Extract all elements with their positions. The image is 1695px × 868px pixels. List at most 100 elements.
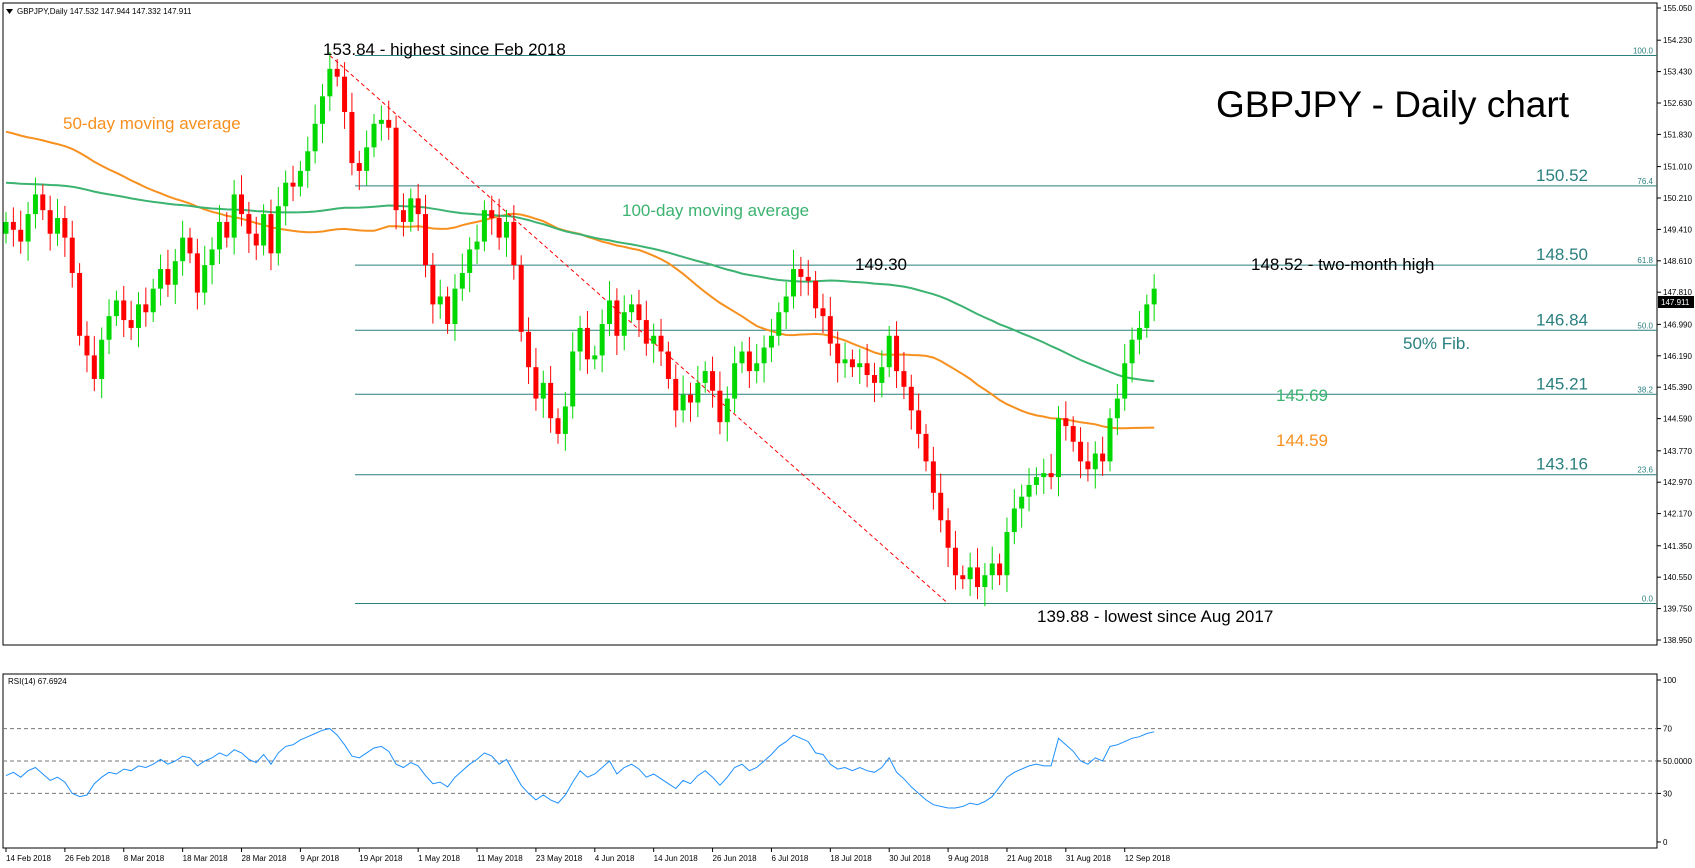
y-tick-label: 141.350: [1663, 542, 1692, 551]
candle-body: [47, 210, 53, 234]
annotation-ma100-value: 145.69: [1276, 386, 1328, 405]
candle-body: [3, 221, 9, 234]
candle: [1136, 311, 1142, 355]
candle-body: [32, 194, 38, 215]
candle-body: [319, 96, 325, 124]
fibonacci-levels: 100.0 76.4 150.52 61.8 148.50 50.0 146.84 38.2 1…: [355, 46, 1657, 604]
candle: [967, 552, 973, 597]
candle: [1041, 458, 1047, 494]
candle: [334, 59, 340, 87]
candle: [1019, 484, 1025, 528]
candle: [1033, 467, 1039, 495]
fib-ratio-label: 0.0: [1642, 594, 1654, 603]
candle-body: [1151, 288, 1157, 305]
candle-body: [621, 312, 627, 336]
candle-body: [827, 316, 833, 344]
annotation-low: 139.88 - lowest since Aug 2017: [1037, 607, 1273, 626]
candle: [511, 205, 517, 280]
candle-body: [1041, 473, 1047, 478]
candle: [503, 209, 509, 257]
candle: [577, 315, 583, 371]
candle: [952, 530, 958, 590]
x-tick-label: 9 Apr 2018: [300, 854, 339, 863]
candle: [1063, 401, 1069, 441]
candle: [746, 336, 752, 388]
candle-body: [356, 163, 362, 171]
candle: [290, 165, 296, 202]
y-tick-label: 150.210: [1663, 194, 1692, 203]
candle: [702, 361, 708, 393]
y-tick-label: 149.410: [1663, 225, 1692, 234]
candle-body: [268, 214, 274, 254]
candle: [327, 51, 333, 111]
candle-body: [172, 261, 178, 285]
candle-body: [562, 406, 568, 434]
candle: [629, 294, 635, 323]
candle-body: [695, 382, 701, 403]
candle: [1092, 441, 1098, 489]
candle-body: [371, 123, 377, 148]
candle: [246, 201, 252, 253]
candle-body: [91, 355, 97, 379]
candle-body: [1078, 441, 1084, 462]
candle: [121, 285, 127, 337]
candle-body: [798, 269, 804, 277]
candle-body: [768, 335, 774, 348]
candle: [371, 113, 377, 158]
candle: [901, 351, 907, 399]
x-tick-label: 14 Feb 2018: [6, 854, 51, 863]
candle: [239, 175, 245, 227]
candle-body: [967, 567, 973, 580]
candle-body: [209, 249, 215, 266]
candle-body: [665, 351, 671, 379]
candle-body: [607, 300, 613, 324]
annotation-ma50-value: 144.59: [1276, 431, 1328, 450]
rsi-tick-label: 0: [1663, 838, 1668, 847]
y-tick-label: 147.810: [1663, 288, 1692, 297]
candle-body: [1026, 484, 1032, 497]
candle-body: [224, 221, 230, 238]
candle-body: [18, 229, 24, 242]
candle-body: [437, 296, 443, 305]
candle-body: [342, 76, 348, 113]
candle-body: [908, 386, 914, 411]
candle-body: [1055, 418, 1061, 478]
candle-body: [1107, 418, 1113, 462]
candle-body: [783, 296, 789, 313]
candle: [1078, 427, 1084, 479]
candle-body: [864, 363, 870, 376]
candle-body: [732, 363, 738, 399]
candle: [658, 318, 664, 367]
candle-body: [378, 119, 384, 124]
candle: [960, 565, 966, 589]
candle-body: [194, 253, 200, 293]
candle: [202, 245, 208, 305]
candle: [938, 473, 944, 533]
candle-body: [813, 280, 819, 309]
candle-body: [1144, 304, 1150, 328]
candle: [55, 198, 61, 246]
candle: [533, 347, 539, 411]
candle-body: [739, 351, 745, 364]
candle: [106, 299, 112, 355]
y-tick-label: 143.770: [1663, 447, 1692, 456]
candle-body: [982, 575, 988, 588]
candle: [305, 136, 311, 188]
dropdown-triangle-icon[interactable]: [6, 9, 13, 14]
candle: [813, 271, 819, 319]
candle: [312, 104, 318, 164]
candle: [783, 281, 789, 330]
y-tick-label: 140.550: [1663, 573, 1692, 582]
candle-body: [886, 335, 892, 368]
candle: [231, 179, 237, 255]
candle-body: [945, 520, 951, 548]
candle-body: [113, 300, 119, 317]
rsi-tick-label: 70: [1663, 725, 1672, 734]
candle-body: [1004, 532, 1010, 576]
candle-body: [135, 304, 141, 328]
candle: [3, 212, 9, 244]
candle: [297, 161, 303, 197]
candle: [1011, 489, 1017, 545]
candle-body: [393, 127, 399, 211]
candle: [997, 553, 1003, 586]
